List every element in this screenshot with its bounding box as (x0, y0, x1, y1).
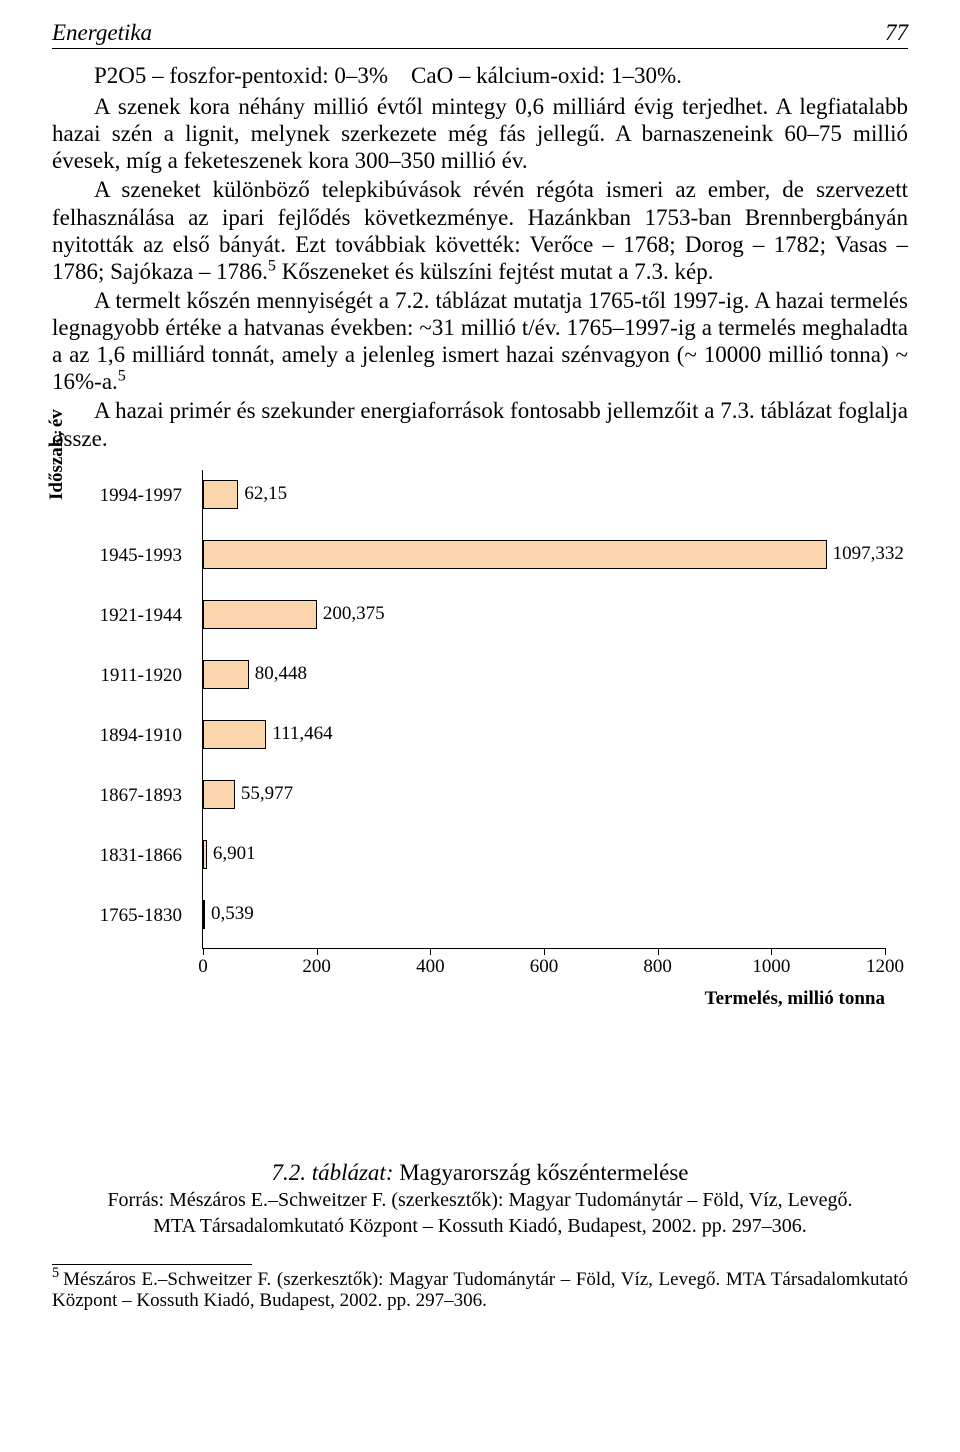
footnote-text: Mészáros E.–Schweitzer F. (szerkesztők):… (52, 1269, 908, 1312)
x-tick (430, 948, 431, 955)
x-tick-label: 800 (643, 956, 672, 978)
bar-row: 62,15 (203, 480, 287, 509)
x-tick-label: 200 (302, 956, 331, 978)
bar (203, 480, 238, 509)
bar (203, 840, 207, 869)
bar-value-label: 80,448 (255, 663, 307, 685)
x-tick-label: 1000 (752, 956, 790, 978)
category-label: 1994-1997 (52, 485, 192, 507)
category-label: 1867-1893 (52, 785, 192, 807)
header-left: Energetika (52, 20, 152, 46)
paragraph-3: A termelt kőszén mennyiségét a 7.2. tábl… (52, 287, 908, 396)
running-header: Energetika 77 (52, 20, 908, 49)
bar-row: 200,375 (203, 600, 385, 629)
bar-row: 111,464 (203, 720, 333, 749)
bar (203, 660, 249, 689)
bar-row: 80,448 (203, 660, 307, 689)
x-tick-label: 400 (416, 956, 445, 978)
category-label: 1945-1993 (52, 545, 192, 567)
bar-value-label: 62,15 (244, 483, 287, 505)
category-label: 1894-1910 (52, 725, 192, 747)
x-tick (203, 948, 204, 955)
bar (203, 600, 317, 629)
bar-value-label: 6,901 (213, 843, 256, 865)
x-tick-label: 1200 (866, 956, 904, 978)
superscript-5: 5 (268, 257, 276, 274)
paragraph-2: A szeneket különböző telepkibúvások révé… (52, 176, 908, 285)
source-line-1: Forrás: Mészáros E.–Schweitzer F. (szerk… (52, 1188, 908, 1212)
figure-caption: 7.2. táblázat: Magyarország kőszéntermel… (52, 1160, 908, 1186)
category-label: 1831-1866 (52, 845, 192, 867)
bar-row: 0,539 (203, 900, 254, 929)
footnote-number: 5 (52, 1265, 63, 1281)
category-label: 1765-1830 (52, 905, 192, 927)
bar-row: 55,977 (203, 780, 293, 809)
bar-value-label: 111,464 (272, 723, 332, 745)
x-tick-label: 600 (530, 956, 559, 978)
x-tick (885, 948, 886, 955)
x-tick (658, 948, 659, 955)
bar (203, 540, 827, 569)
bar-value-label: 0,539 (211, 903, 254, 925)
header-page-number: 77 (885, 20, 908, 46)
caption-rest: Magyarország kőszéntermelése (393, 1160, 688, 1185)
paragraph-4: A hazai primér és szekunder energiaforrá… (52, 397, 908, 451)
category-label: 1911-1920 (52, 665, 192, 687)
paragraph-2b: Kőszeneket és külszíni fejtést mutat a 7… (276, 259, 714, 284)
superscript-5b: 5 (118, 368, 126, 385)
source-line-2: MTA Társadalomkutató Központ – Kossuth K… (52, 1214, 908, 1238)
x-axis-label: Termelés, millió tonna (705, 988, 885, 1010)
footnote: 5Mészáros E.–Schweitzer F. (szerkesztők)… (52, 1269, 908, 1313)
bar-value-label: 200,375 (323, 603, 385, 625)
bar-value-label: 55,977 (241, 783, 293, 805)
x-tick (544, 948, 545, 955)
bar-chart: Időszak, év 1994-19971945-19931921-19441… (52, 470, 908, 1080)
paragraph-1: A szenek kora néhány millió évtől minteg… (52, 93, 908, 174)
category-label: 1921-1944 (52, 605, 192, 627)
x-tick (771, 948, 772, 955)
bar (203, 780, 235, 809)
page: Energetika 77 P2O5 – foszfor-pentoxid: 0… (0, 0, 960, 1342)
indented-chem-line: P2O5 – foszfor-pentoxid: 0–3% CaO – kálc… (52, 63, 908, 89)
bar-value-label: 1097,332 (833, 543, 904, 565)
footnote-separator (52, 1264, 252, 1265)
bar-row: 1097,332 (203, 540, 904, 569)
paragraph-3a: A termelt kőszén mennyiségét a 7.2. tábl… (52, 288, 908, 394)
x-tick-label: 0 (198, 956, 208, 978)
plot-area: Termelés, millió tonna 62,151097,332200,… (202, 470, 885, 949)
bar (203, 900, 205, 929)
bar (203, 720, 266, 749)
caption-italic: 7.2. táblázat: (271, 1160, 393, 1185)
bar-row: 6,901 (203, 840, 256, 869)
x-tick (317, 948, 318, 955)
